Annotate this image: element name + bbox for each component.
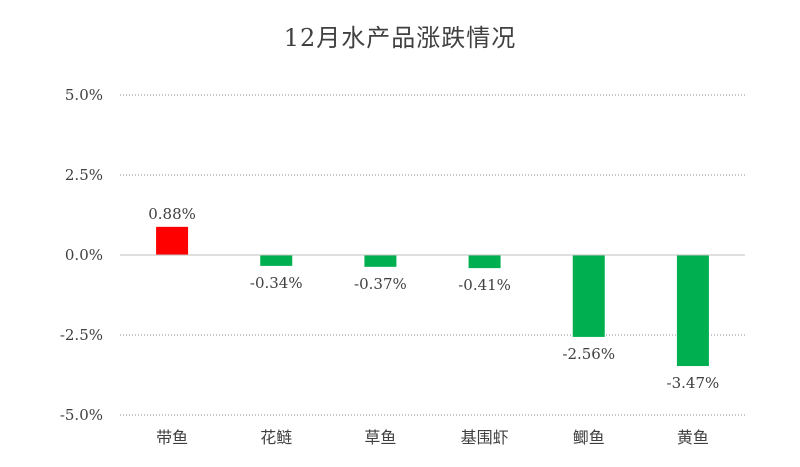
y-tick-label: 5.0% (65, 86, 103, 104)
data-label: 0.88% (148, 205, 196, 223)
chart-title: 12月水产品涨跌情况 (283, 24, 517, 52)
bar-2 (364, 255, 397, 267)
data-label: -0.34% (250, 274, 303, 292)
bar-1 (260, 255, 293, 266)
grid-lines (120, 94, 745, 416)
x-tick-label: 花鲢 (260, 428, 292, 447)
data-label: -0.41% (458, 276, 511, 294)
bar-0 (156, 226, 189, 255)
x-tick-label: 鲫鱼 (573, 428, 605, 447)
y-tick-label: 2.5% (65, 166, 103, 184)
data-labels: 0.88% -0.34% -0.37% -0.41% -2.56% -3.47% (148, 205, 719, 392)
y-tick-label: 0.0% (65, 246, 103, 264)
y-axis-tick-labels: 5.0% 2.5% 0.0% -2.5% -5.0% (60, 86, 103, 424)
x-axis-tick-labels: 带鱼 花鲢 草鱼 基围虾 鲫鱼 黄鱼 (156, 428, 709, 447)
y-tick-label: -5.0% (60, 406, 103, 424)
bar-4 (572, 255, 605, 337)
x-tick-label: 带鱼 (156, 428, 188, 447)
bar-3 (468, 255, 501, 269)
bars (156, 226, 709, 367)
data-label: -3.47% (667, 374, 720, 392)
data-label: -2.56% (562, 345, 615, 363)
data-label: -0.37% (354, 275, 407, 293)
y-tick-label: -2.5% (60, 326, 103, 344)
x-tick-label: 黄鱼 (677, 428, 709, 447)
x-tick-label: 基围虾 (461, 428, 509, 447)
bar-5 (676, 255, 709, 367)
x-tick-label: 草鱼 (364, 428, 396, 447)
